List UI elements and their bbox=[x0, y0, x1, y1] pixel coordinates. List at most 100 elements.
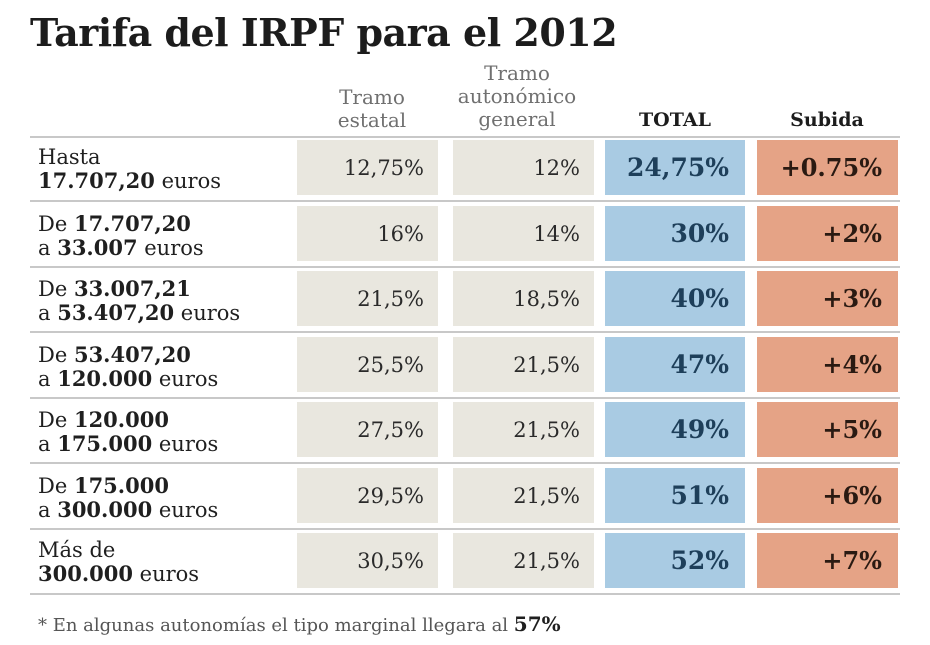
row-divider bbox=[30, 397, 900, 399]
cell-autonomico: 12% bbox=[453, 140, 594, 195]
row-label-pre: a bbox=[38, 367, 58, 391]
cell-total: 52% bbox=[605, 533, 745, 588]
row-divider bbox=[30, 462, 900, 464]
row-label-line: De 175.000 bbox=[38, 474, 218, 498]
cell-estatal: 21,5% bbox=[297, 271, 438, 326]
row-label-line: Hasta bbox=[38, 146, 221, 169]
cell-autonomico: 14% bbox=[453, 206, 594, 261]
column-header-total: TOTAL bbox=[639, 109, 711, 131]
row-label-line: De 53.407,20 bbox=[38, 343, 218, 367]
row-label-suffix: euros bbox=[154, 169, 221, 193]
cell-autonomico: 21,5% bbox=[453, 402, 594, 457]
row-label-line: a 33.007 euros bbox=[38, 236, 204, 260]
row-label-line: Más de bbox=[38, 539, 199, 562]
cell-subida: +0.75% bbox=[757, 140, 898, 195]
row-label: De 17.707,20 a 33.007 euros bbox=[38, 212, 204, 260]
row-divider bbox=[30, 593, 900, 595]
row-label-pre: De bbox=[38, 408, 74, 432]
row-label-from: 120.000 bbox=[73, 407, 169, 432]
row-label: Hasta 17.707,20 euros bbox=[38, 146, 221, 193]
cell-estatal: 12,75% bbox=[297, 140, 438, 195]
cell-total: 24,75% bbox=[605, 140, 745, 195]
row-label-pre: De bbox=[38, 474, 74, 498]
cell-total: 49% bbox=[605, 402, 745, 457]
row-label-pre: a bbox=[38, 301, 58, 325]
row-label-pre: a bbox=[38, 432, 58, 456]
cell-autonomico: 21,5% bbox=[453, 337, 594, 392]
row-label-from: 17.707,20 bbox=[73, 211, 191, 236]
row-label-pre: De bbox=[38, 343, 74, 367]
cell-estatal: 25,5% bbox=[297, 337, 438, 392]
row-label: De 33.007,21 a 53.407,20 euros bbox=[38, 277, 240, 325]
row-label-line: 17.707,20 euros bbox=[38, 169, 221, 193]
row-label-to: 175.000 bbox=[57, 431, 153, 456]
row-label: De 53.407,20 a 120.000 euros bbox=[38, 343, 218, 391]
row-label-from: 33.007,21 bbox=[73, 276, 191, 301]
column-header-estatal-line: estatal bbox=[337, 108, 407, 132]
cell-autonomico: 18,5% bbox=[453, 271, 594, 326]
row-label-line: a 300.000 euros bbox=[38, 498, 218, 522]
row-label-line: a 120.000 euros bbox=[38, 367, 218, 391]
row-label-pre: Hasta bbox=[38, 145, 101, 169]
footnote-value: 57% bbox=[513, 612, 561, 636]
column-header-estatal-line: Tramo bbox=[339, 85, 405, 109]
row-label-from: 175.000 bbox=[73, 473, 169, 498]
footnote: * En algunas autonomías el tipo marginal… bbox=[38, 612, 561, 636]
column-header-subida: Subida bbox=[790, 109, 864, 131]
cell-estatal: 30,5% bbox=[297, 533, 438, 588]
row-label: De 120.000 a 175.000 euros bbox=[38, 408, 218, 456]
column-header-autonomico-line: general bbox=[478, 107, 556, 131]
row-label-pre: a bbox=[38, 498, 58, 522]
cell-subida: +4% bbox=[757, 337, 898, 392]
row-label-to: 53.407,20 bbox=[57, 300, 175, 325]
cell-total: 47% bbox=[605, 337, 745, 392]
cell-estatal: 16% bbox=[297, 206, 438, 261]
row-label-suffix: euros bbox=[152, 367, 219, 391]
row-divider bbox=[30, 200, 900, 202]
cell-autonomico: 21,5% bbox=[453, 533, 594, 588]
row-label-pre: a bbox=[38, 236, 58, 260]
row-label-line: a 175.000 euros bbox=[38, 432, 218, 456]
cell-subida: +3% bbox=[757, 271, 898, 326]
row-label-amount: 17.707,20 bbox=[38, 168, 155, 193]
row-label-to: 300.000 bbox=[57, 497, 153, 522]
row-label-suffix: euros bbox=[152, 432, 219, 456]
column-header-autonomico-line: Tramo bbox=[484, 61, 550, 85]
row-label-suffix: euros bbox=[132, 562, 200, 586]
row-label: De 175.000 a 300.000 euros bbox=[38, 474, 218, 522]
row-label-line: De 17.707,20 bbox=[38, 212, 204, 236]
cell-estatal: 29,5% bbox=[297, 468, 438, 523]
row-label-suffix: euros bbox=[152, 498, 219, 522]
row-label-pre: De bbox=[38, 277, 74, 301]
row-divider bbox=[30, 528, 900, 530]
row-label-to: 33.007 bbox=[57, 235, 138, 260]
footnote-text: * En algunas autonomías el tipo marginal… bbox=[38, 615, 514, 636]
row-label-suffix: euros bbox=[137, 236, 204, 260]
row-label-line: De 120.000 bbox=[38, 408, 218, 432]
cell-subida: +5% bbox=[757, 402, 898, 457]
row-label-pre: Más de bbox=[38, 538, 116, 562]
cell-total: 51% bbox=[605, 468, 745, 523]
row-label-to: 120.000 bbox=[57, 366, 153, 391]
cell-estatal: 27,5% bbox=[297, 402, 438, 457]
row-label-line: 300.000 euros bbox=[38, 562, 199, 586]
row-label-from: 53.407,20 bbox=[73, 342, 191, 367]
row-divider bbox=[30, 266, 900, 268]
cell-subida: +2% bbox=[757, 206, 898, 261]
row-label-amount: 300.000 bbox=[38, 561, 133, 586]
table-header-divider bbox=[30, 136, 900, 138]
row-label-line: De 33.007,21 bbox=[38, 277, 240, 301]
column-header-autonomico-line: autonómico bbox=[457, 84, 577, 108]
column-header-estatal: Tramo estatal bbox=[322, 86, 422, 132]
row-label-suffix: euros bbox=[174, 301, 241, 325]
column-header-autonomico: Tramo autonómico general bbox=[442, 62, 592, 131]
cell-autonomico: 21,5% bbox=[453, 468, 594, 523]
cell-total: 30% bbox=[605, 206, 745, 261]
page-title: Tarifa del IRPF para el 2012 bbox=[30, 10, 618, 55]
cell-subida: +7% bbox=[757, 533, 898, 588]
row-label: Más de 300.000 euros bbox=[38, 539, 199, 586]
cell-subida: +6% bbox=[757, 468, 898, 523]
row-label-pre: De bbox=[38, 212, 74, 236]
cell-total: 40% bbox=[605, 271, 745, 326]
row-divider bbox=[30, 331, 900, 333]
